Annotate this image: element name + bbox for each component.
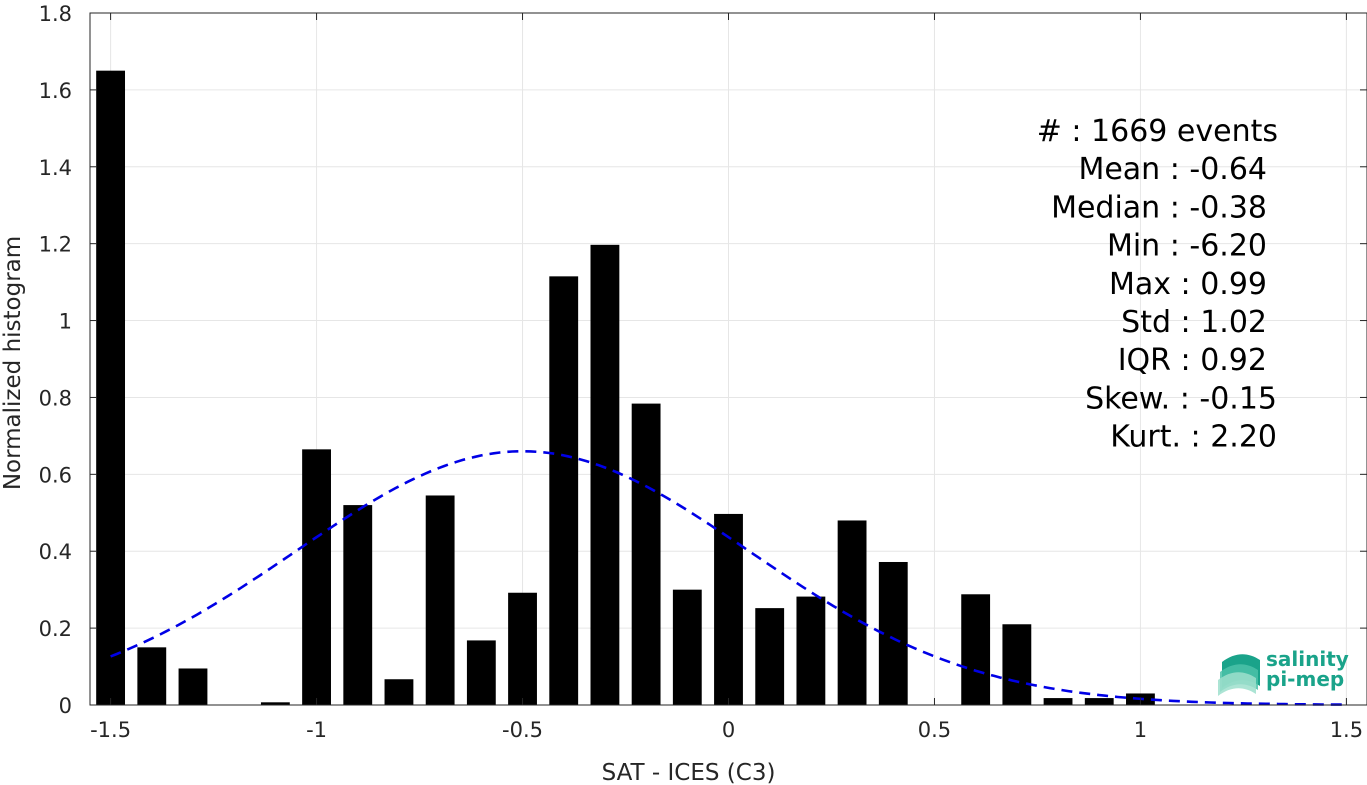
- y-tick-label: 1.2: [39, 233, 72, 257]
- y-tick-label: 0.2: [39, 617, 72, 641]
- histogram-bar: [1043, 698, 1073, 705]
- histogram-bar: [590, 244, 620, 705]
- stats-mean: Mean : -0.64: [1078, 152, 1267, 187]
- x-axis-label: SAT - ICES (C3): [602, 760, 776, 785]
- stats-median: Median : -0.38: [1051, 190, 1267, 225]
- histogram-bar: [672, 589, 702, 705]
- histogram-bar: [178, 668, 208, 705]
- x-tick-label: -1: [306, 718, 327, 742]
- stats-std: Std : 1.02: [1121, 305, 1267, 340]
- histogram-bar: [714, 513, 743, 705]
- stats-count: # : 1669 events: [1037, 114, 1278, 149]
- histogram-bar: [631, 403, 661, 705]
- histogram-bar: [466, 640, 496, 705]
- x-tick-label: 1: [1134, 718, 1147, 742]
- histogram-bar: [508, 592, 537, 705]
- y-tick-label: 1.4: [39, 156, 72, 180]
- salinity-pimep-logo: salinity pi-mep: [1218, 647, 1349, 696]
- histogram-bar: [961, 594, 991, 705]
- y-tick-label: 1.8: [39, 2, 72, 26]
- histogram-bar: [796, 596, 826, 705]
- x-axis-ticks: -1.5 -1 -0.5 0 0.5 1 1.5: [90, 13, 1363, 742]
- stats-min: Min : -6.20: [1107, 229, 1267, 264]
- wave-logo-icon: [1218, 654, 1260, 696]
- histogram-bar: [137, 647, 167, 705]
- histogram-bar: [549, 276, 579, 705]
- y-axis-ticks: 0 0.2 0.4 0.6 0.8 1 1.2 1.4 1.6 1.8: [39, 2, 1367, 718]
- y-tick-label: 0.4: [39, 540, 72, 564]
- x-tick-label: -0.5: [502, 718, 543, 742]
- stats-iqr: IQR : 0.92: [1118, 343, 1267, 378]
- histogram-bar: [1002, 624, 1032, 705]
- stats-kurt: Kurt. : 2.20: [1110, 420, 1277, 455]
- x-tick-label: -1.5: [90, 718, 131, 742]
- histogram-bar: [260, 702, 290, 705]
- y-tick-label: 1.6: [39, 79, 72, 103]
- histogram-bar: [755, 608, 785, 705]
- stats-skew: Skew. : -0.15: [1085, 381, 1277, 416]
- logo-line-1: salinity: [1266, 647, 1349, 671]
- histogram-bar: [1084, 698, 1114, 705]
- y-axis-label: Normalized histogram: [0, 236, 26, 490]
- y-tick-label: 1: [59, 310, 72, 334]
- y-tick-label: 0.8: [39, 386, 72, 410]
- histogram-bar: [96, 70, 126, 705]
- x-tick-label: 0.5: [918, 718, 951, 742]
- stats-max: Max : 0.99: [1109, 267, 1267, 302]
- histogram-bar: [837, 520, 867, 705]
- histogram-bar: [384, 679, 414, 705]
- x-tick-label: 0: [722, 718, 735, 742]
- histogram-bar: [343, 505, 373, 705]
- histogram-bars: [96, 70, 1155, 705]
- x-tick-label: 1.5: [1330, 718, 1363, 742]
- y-tick-label: 0: [59, 694, 72, 718]
- stats-annotation: # : 1669 events Mean : -0.64 Median : -0…: [1037, 114, 1278, 455]
- y-tick-label: 0.6: [39, 463, 72, 487]
- logo-line-2: pi-mep: [1266, 667, 1344, 691]
- histogram-bar: [425, 495, 455, 705]
- histogram-bar: [302, 449, 331, 705]
